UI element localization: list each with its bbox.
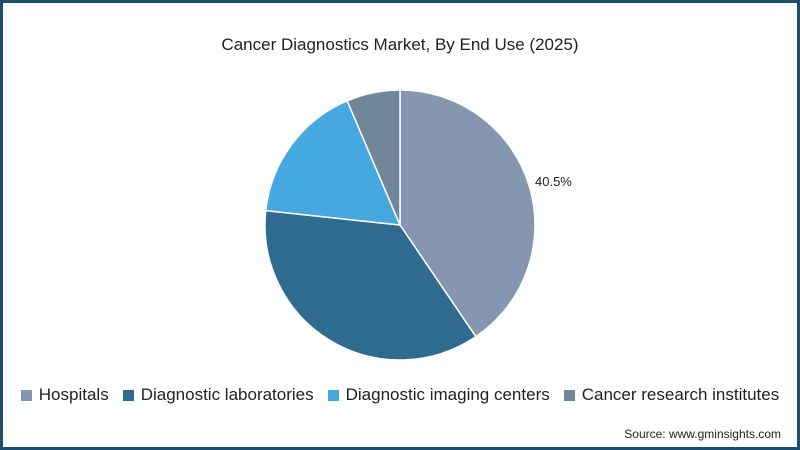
chart-title: Cancer Diagnostics Market, By End Use (2… — [221, 35, 579, 54]
pie-chart — [264, 89, 536, 361]
legend-item-diagnostic-laboratories[interactable]: Diagnostic laboratories — [122, 385, 314, 405]
legend-item-diagnostic-imaging-centers[interactable]: Diagnostic imaging centers — [327, 385, 550, 405]
legend-item-hospitals[interactable]: Hospitals — [20, 385, 109, 405]
legend: Hospitals Diagnostic laboratories Diagno… — [3, 385, 797, 405]
legend-swatch-icon — [327, 389, 339, 401]
legend-item-cancer-research-institutes[interactable]: Cancer research institutes — [563, 385, 780, 405]
source-note: Source: www.gminsights.com — [624, 427, 781, 441]
legend-swatch-icon — [20, 389, 32, 401]
legend-label: Hospitals — [38, 385, 109, 404]
slice-diagnostic-imaging-centers[interactable] — [264, 99, 402, 226]
legend-label: Cancer research institutes — [581, 385, 780, 404]
data-label-hospitals: 40.5% — [535, 174, 572, 189]
legend-swatch-icon — [563, 389, 575, 401]
slice-hospitals[interactable] — [399, 89, 536, 338]
legend-label: Diagnostic imaging centers — [345, 385, 550, 404]
slice-cancer-research-institutes[interactable] — [346, 89, 401, 226]
legend-swatch-icon — [122, 389, 134, 401]
legend-label: Diagnostic laboratories — [140, 385, 314, 404]
slice-diagnostic-laboratories[interactable] — [264, 209, 477, 361]
